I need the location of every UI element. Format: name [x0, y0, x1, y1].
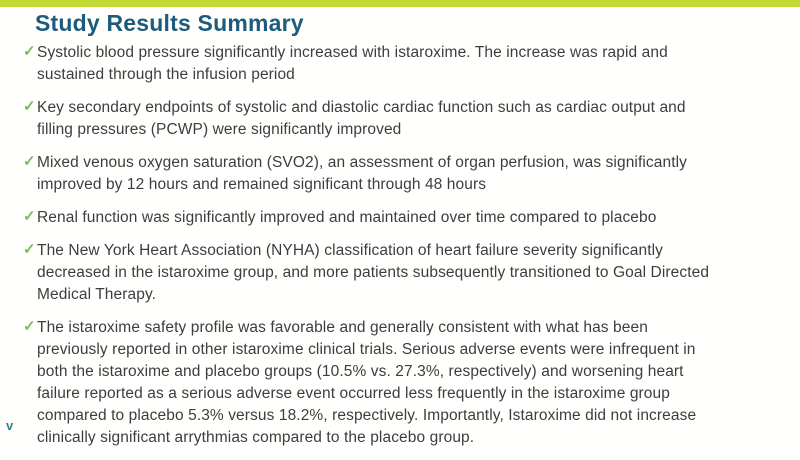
bullet-text: The istaroxime safety profile was favora…: [37, 319, 697, 446]
checkmark-icon: ✓: [23, 241, 36, 258]
page-title: Study Results Summary: [35, 10, 304, 36]
checkmark-icon: ✓: [23, 43, 36, 60]
top-accent-bar: [0, 0, 800, 7]
bullet-text: Renal function was significantly improve…: [37, 209, 657, 226]
bullet-text: Mixed venous oxygen saturation (SVO2), a…: [37, 154, 687, 193]
checkmark-icon: ✓: [23, 208, 36, 225]
logo-mark: v: [6, 418, 14, 433]
bullet-item: ✓ Systolic blood pressure significantly i…: [23, 42, 793, 86]
bullet-item: ✓ Mixed venous oxygen saturation (SVO2), …: [23, 152, 793, 196]
checkmark-icon: ✓: [23, 318, 36, 335]
bullet-item: ✓ Key secondary endpoints of systolic and…: [23, 97, 793, 141]
bullet-list: ✓ Systolic blood pressure significantly i…: [23, 42, 793, 460]
bullet-item: ✓ Renal function was significantly improv…: [23, 207, 793, 229]
checkmark-icon: ✓: [23, 153, 36, 170]
bullet-item: ✓ The New York Heart Association (NYHA) c…: [23, 240, 793, 306]
slide: Study Results Summary ✓ Systolic blood pr…: [0, 0, 800, 446]
checkmark-icon: ✓: [23, 98, 36, 115]
bullet-text: Systolic blood pressure significantly in…: [37, 44, 668, 83]
bullet-text: The New York Heart Association (NYHA) cl…: [37, 242, 710, 303]
bullet-text: Key secondary endpoints of systolic and …: [37, 99, 686, 138]
bullet-item: ✓ The istaroxime safety profile was favor…: [23, 317, 793, 449]
